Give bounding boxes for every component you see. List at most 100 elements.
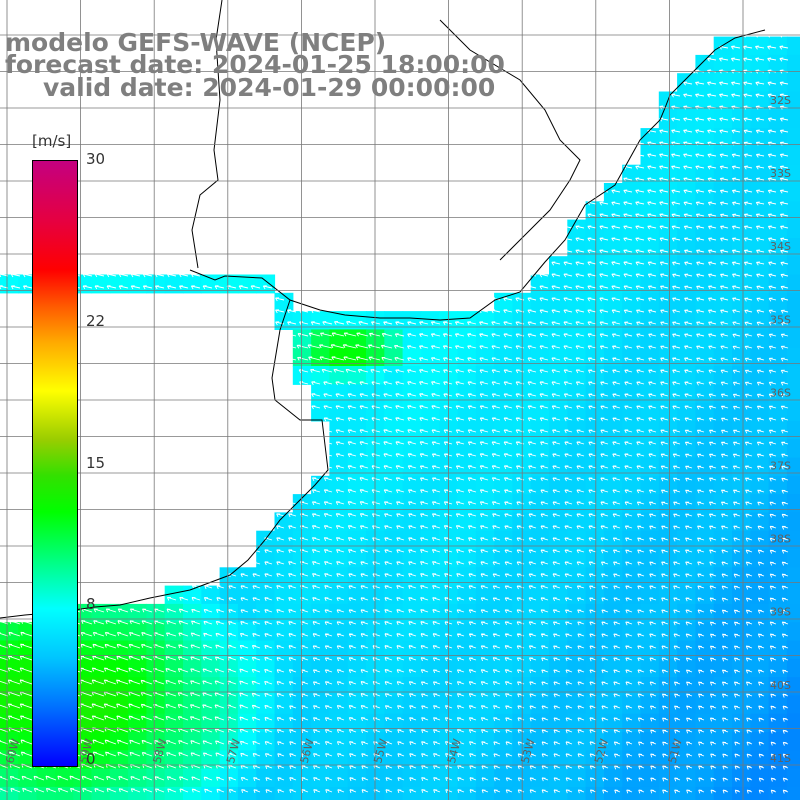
- wind-arrow: [718, 57, 729, 62]
- wind-arrow: [672, 441, 681, 446]
- wind-arrow: [420, 609, 429, 614]
- wind-cell: [768, 384, 788, 404]
- wind-arrow: [647, 213, 657, 218]
- wind-arrow: [20, 620, 33, 625]
- wind-arrow: [517, 717, 525, 722]
- wind-cell: [750, 677, 770, 696]
- wind-arrow: [564, 465, 573, 470]
- wind-cell: [768, 73, 788, 93]
- wind-arrow: [276, 633, 285, 638]
- wind-cell: [402, 512, 422, 532]
- wind-arrow: [599, 237, 609, 242]
- wind-arrow: [659, 249, 669, 254]
- wind-arrow: [385, 741, 393, 746]
- wind-arrow: [264, 645, 273, 649]
- wind-arrow: [661, 489, 669, 494]
- wind-arrow: [396, 561, 405, 566]
- wind-arrow: [467, 357, 477, 362]
- wind-arrow: [588, 465, 597, 470]
- wind-arrow: [733, 549, 741, 554]
- wind-arrow: [336, 549, 345, 554]
- wind-cell: [567, 750, 587, 770]
- wind-arrow: [720, 285, 729, 290]
- wind-arrow: [599, 189, 609, 194]
- wind-arrow: [468, 705, 477, 710]
- wind-arrow: [661, 549, 669, 554]
- wind-arrow: [613, 693, 621, 698]
- wind-cell: [786, 658, 800, 678]
- wind-arrow: [661, 525, 669, 530]
- wind-arrow: [22, 273, 33, 278]
- wind-arrow: [636, 501, 645, 506]
- wind-arrow: [360, 561, 369, 566]
- wind-arrow: [384, 549, 393, 554]
- wind-cell: [640, 768, 660, 788]
- wind-arrow: [733, 489, 741, 494]
- wind-arrow: [275, 297, 285, 302]
- wind-arrow: [457, 741, 465, 746]
- wind-arrow: [636, 513, 645, 518]
- wind-arrow: [348, 585, 357, 590]
- wind-arrow: [637, 525, 645, 530]
- wind-cell: [549, 732, 568, 751]
- wind-arrow: [708, 357, 717, 362]
- wind-arrow: [685, 669, 693, 674]
- wind-cell: [475, 713, 495, 733]
- wind-arrow: [755, 81, 765, 86]
- wind-arrow: [467, 525, 477, 530]
- wind-arrow: [128, 655, 141, 661]
- wind-cell: [146, 622, 166, 642]
- wind-arrow: [588, 525, 597, 530]
- wind-arrow: [419, 405, 429, 410]
- wind-cell: [567, 274, 587, 294]
- wind-arrow: [468, 669, 477, 674]
- wind-cell: [530, 475, 550, 495]
- wind-arrow: [347, 537, 357, 542]
- wind-arrow: [563, 273, 573, 278]
- wind-arrow: [0, 644, 9, 649]
- wind-arrow: [371, 321, 381, 326]
- wind-arrow: [104, 632, 117, 637]
- wind-arrow: [288, 525, 297, 530]
- wind-arrow: [746, 777, 753, 782]
- wind-arrow: [710, 789, 717, 794]
- wind-cell: [384, 658, 404, 678]
- wind-arrow: [395, 441, 405, 446]
- wind-arrow: [203, 609, 213, 613]
- wind-arrow: [0, 680, 9, 685]
- wind-arrow: [277, 741, 285, 746]
- wind-cell: [329, 494, 349, 513]
- wind-cell: [549, 567, 568, 587]
- wind-cell: [366, 494, 385, 513]
- wind-cell: [603, 274, 623, 294]
- wind-arrow: [674, 693, 681, 698]
- wind-arrow: [515, 357, 525, 362]
- wind-cell: [292, 311, 312, 330]
- wind-arrow: [480, 609, 489, 614]
- wind-arrow: [503, 393, 513, 398]
- wind-cell: [732, 183, 751, 202]
- wind-arrow: [408, 585, 417, 590]
- wind-arrow: [613, 621, 621, 626]
- wind-arrow: [780, 297, 789, 302]
- wind-arrow: [612, 381, 621, 386]
- wind-arrow: [457, 765, 465, 770]
- wind-arrow: [647, 189, 657, 194]
- wind-arrow: [768, 297, 777, 302]
- wind-cell: [732, 109, 751, 129]
- wind-arrow: [239, 704, 249, 709]
- wind-cell: [402, 402, 422, 422]
- wind-arrow: [480, 717, 489, 722]
- wind-arrow: [577, 609, 585, 614]
- wind-cell: [530, 622, 550, 642]
- wind-arrow: [696, 285, 705, 290]
- wind-cell: [567, 768, 587, 788]
- wind-arrow: [141, 632, 153, 637]
- wind-cell: [420, 311, 440, 330]
- wind-arrow: [467, 477, 477, 482]
- wind-arrow: [431, 429, 441, 434]
- wind-arrow: [141, 752, 153, 757]
- wind-arrow: [782, 705, 789, 710]
- wind-arrow: [504, 657, 513, 662]
- wind-arrow: [214, 285, 225, 290]
